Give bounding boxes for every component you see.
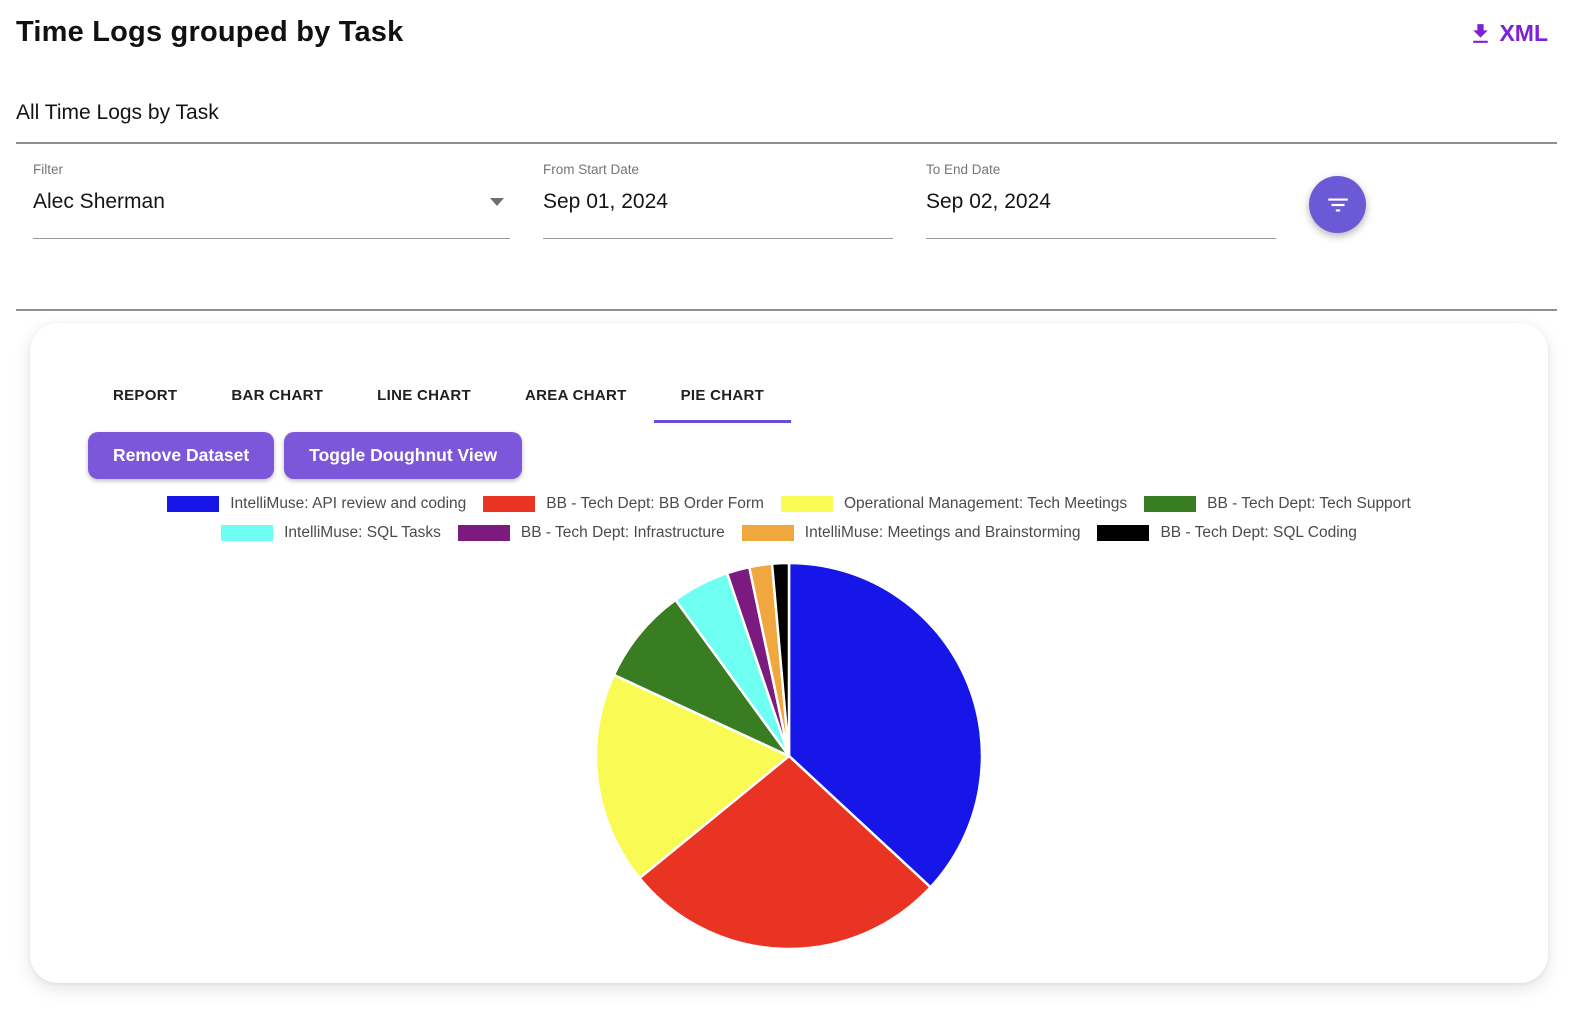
legend-swatch [780, 496, 833, 512]
legend-item[interactable]: BB - Tech Dept: BB Order Form [483, 495, 764, 513]
legend-swatch [167, 496, 220, 512]
pie-slice-1-intellimuse-api-review-and-coding[interactable] [787, 561, 984, 889]
legend-label: BB - Tech Dept: BB Order Form [546, 495, 764, 512]
legend-swatch [1097, 525, 1150, 541]
export-xml-label: XML [1499, 20, 1548, 46]
download-icon [1473, 24, 1489, 43]
from-start-date-field[interactable]: From Start Date Sep 01, 2024 [543, 162, 893, 239]
to-end-date-label: To End Date [926, 162, 1001, 177]
from-start-date-value: Sep 01, 2024 [543, 190, 668, 213]
filter-select[interactable]: Filter Alec Sherman [33, 162, 510, 239]
tab-bar: REPORT BAR CHART LINE CHART AREA CHART PIE C… [86, 375, 1548, 423]
tab-report[interactable]: REPORT [113, 387, 178, 404]
pie-slice-2-bb-tech-dept-bb-order-form[interactable] [638, 754, 932, 951]
legend-item[interactable]: Operational Management: Tech Meetings [780, 495, 1128, 513]
legend-item[interactable]: IntelliMuse: API review and coding [167, 495, 466, 513]
divider-bottom [16, 309, 1557, 311]
chart-legend-row-1: IntelliMuse: API review and coding BB - T… [30, 495, 1548, 513]
legend-label: BB - Tech Dept: Infrastructure [520, 524, 725, 541]
legend-item[interactable]: BB - Tech Dept: SQL Coding [1097, 524, 1357, 542]
legend-swatch [483, 496, 536, 512]
legend-swatch [221, 525, 274, 541]
from-start-date-label: From Start Date [543, 162, 640, 177]
legend-item[interactable]: IntelliMuse: Meetings and Brainstorming [741, 524, 1081, 542]
filter-row: Filter Alec Sherman From Start Date Sep … [0, 144, 1578, 292]
chevron-down-icon [490, 198, 504, 206]
legend-item[interactable]: IntelliMuse: SQL Tasks [221, 524, 441, 542]
pie-chart-area [30, 560, 1548, 952]
filter-icon [1327, 198, 1348, 211]
remove-dataset-button[interactable]: Remove Dataset [88, 432, 275, 479]
pie-slice-8-bb-tech-dept-sql-coding[interactable] [770, 561, 791, 758]
to-end-date-field[interactable]: To End Date Sep 02, 2024 [926, 162, 1276, 239]
legend-label: IntelliMuse: SQL Tasks [284, 524, 441, 541]
tab-line-chart[interactable]: LINE CHART [377, 387, 471, 404]
legend-item[interactable]: BB - Tech Dept: Tech Support [1144, 495, 1411, 513]
tab-bar-chart[interactable]: BAR CHART [231, 387, 324, 404]
chart-actions: Remove Dataset Toggle Doughnut View [88, 432, 1548, 479]
filter-select-value: Alec Sherman [33, 190, 165, 213]
legend-swatch [741, 525, 794, 541]
section-subtitle: All Time Logs by Task [16, 101, 219, 124]
legend-swatch [457, 525, 510, 541]
chart-card: REPORT BAR CHART LINE CHART AREA CHART PIE C… [30, 323, 1548, 983]
pie-slice-3-operational-management-tech-meetings[interactable] [594, 673, 791, 880]
header: Time Logs grouped by Task XML [0, 0, 1578, 49]
legend-swatch [1144, 496, 1197, 512]
filter-select-label: Filter [33, 162, 63, 177]
apply-filter-fab-button[interactable] [1309, 176, 1366, 233]
toggle-doughnut-button[interactable]: Toggle Doughnut View [284, 432, 523, 479]
legend-item[interactable]: BB - Tech Dept: Infrastructure [457, 524, 725, 542]
pie-slice-4-bb-tech-dept-tech-support[interactable] [612, 598, 791, 758]
legend-label: BB - Tech Dept: SQL Coding [1160, 524, 1357, 541]
chart-legend-row-2: IntelliMuse: SQL Tasks BB - Tech Dept: In… [30, 524, 1548, 542]
tab-pie-chart[interactable]: PIE CHART [653, 375, 792, 423]
export-xml-link[interactable]: XML [1468, 20, 1548, 47]
legend-label: BB - Tech Dept: Tech Support [1207, 495, 1411, 512]
tab-area-chart[interactable]: AREA CHART [525, 387, 627, 404]
to-end-date-value: Sep 02, 2024 [926, 190, 1051, 213]
pie-chart [594, 561, 984, 951]
legend-label: Operational Management: Tech Meetings [843, 495, 1128, 512]
legend-label: IntelliMuse: API review and coding [230, 495, 467, 512]
page-title: Time Logs grouped by Task [16, 16, 404, 48]
divider-top [16, 142, 1557, 144]
legend-label: IntelliMuse: Meetings and Brainstorming [804, 524, 1081, 541]
